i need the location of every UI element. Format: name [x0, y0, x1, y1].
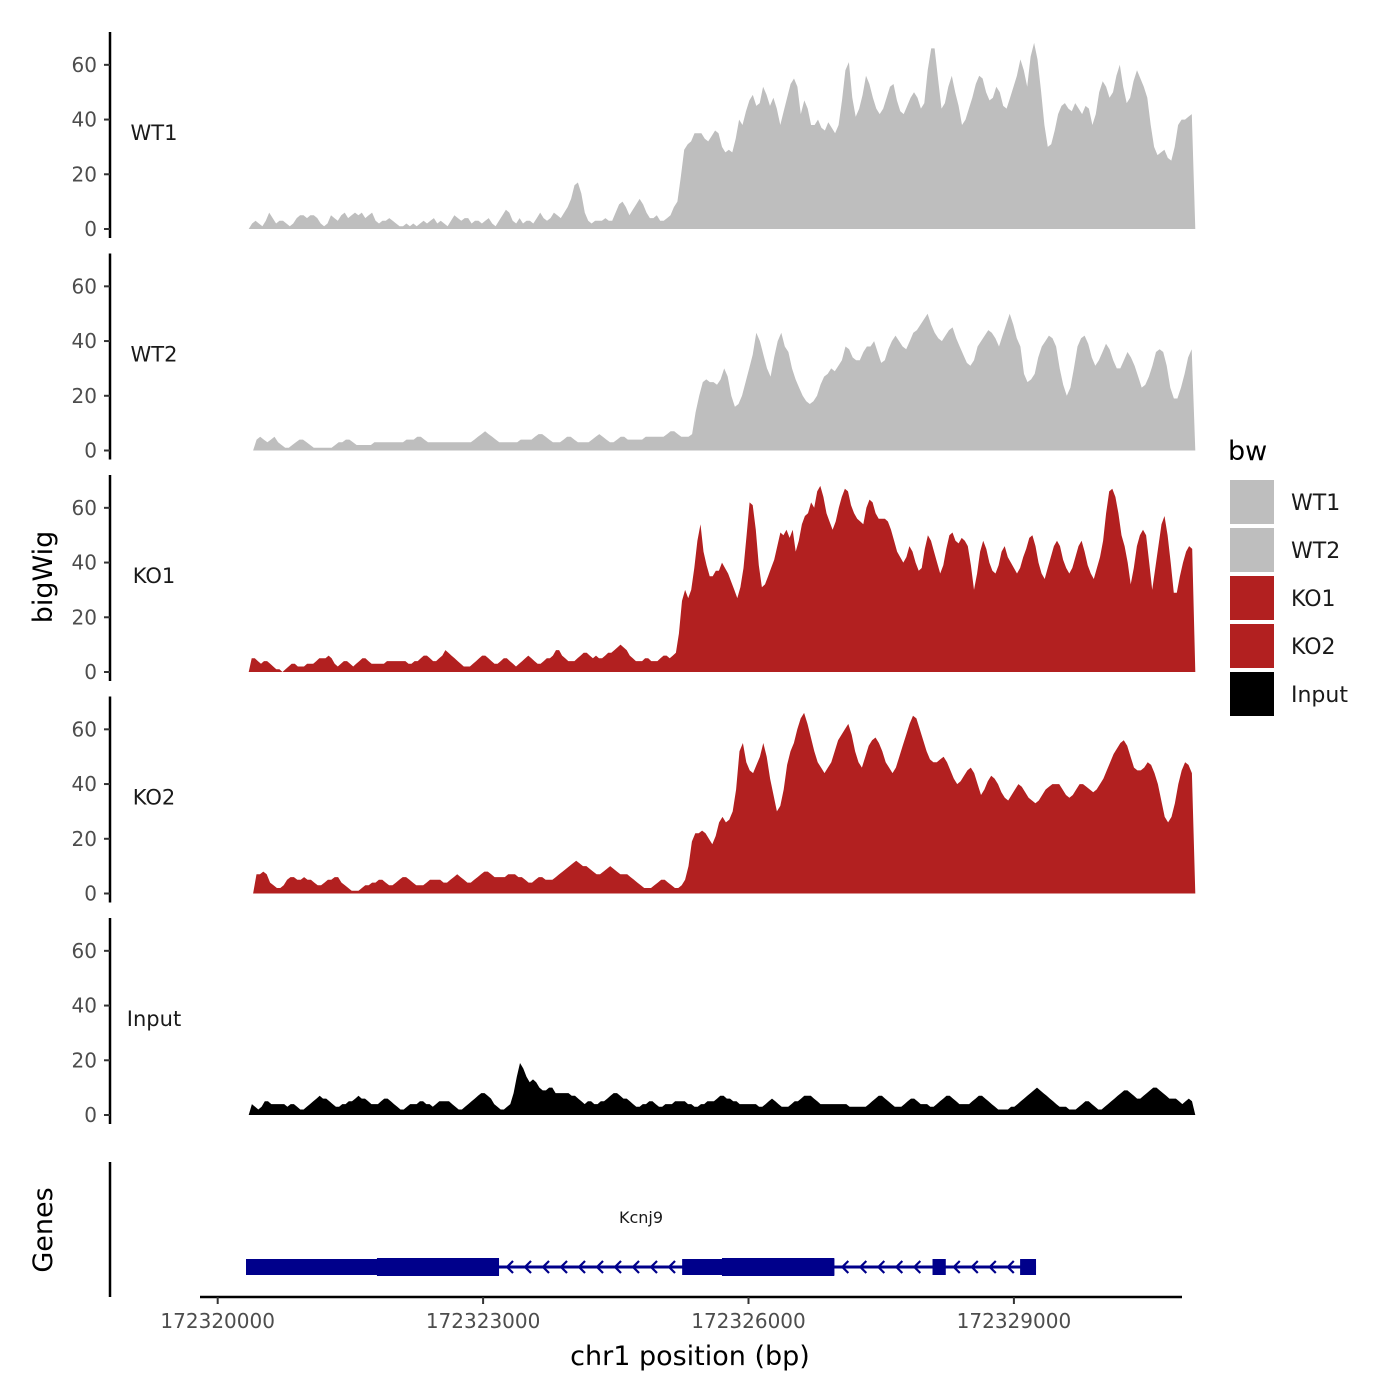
strand-arrow — [523, 1260, 532, 1274]
y-tick-label: 0 — [84, 660, 97, 684]
panel-wt2: 0 20 40 60 WT2 — [72, 253, 1196, 463]
strand-arrow — [649, 1260, 658, 1274]
panel-wt1: 0 20 40 60 WT1 — [72, 32, 1196, 241]
x-tick-label: 172323000 — [426, 1309, 541, 1333]
strand-arrow — [577, 1260, 586, 1274]
panel-input: 0 20 40 60 Input — [72, 918, 1196, 1127]
y-axis-title: bigWig — [28, 531, 59, 624]
legend-key-ko2 — [1230, 624, 1274, 668]
gene-exon — [1020, 1259, 1037, 1275]
y-tick-label: 60 — [72, 496, 97, 520]
strand-arrow — [667, 1260, 676, 1274]
y-tick-label: 40 — [72, 772, 97, 796]
y-tick-label: 40 — [72, 329, 97, 353]
gene-cds — [721, 1258, 835, 1276]
strand-arrow — [988, 1260, 997, 1274]
panel-ko2: 0 20 40 60 KO2 — [72, 696, 1196, 906]
strand-arrow — [559, 1260, 568, 1274]
legend-key-wt2 — [1230, 528, 1274, 572]
area-wt2 — [253, 313, 1196, 451]
area-ko2 — [253, 712, 1196, 894]
track-label: WT2 — [131, 343, 178, 367]
area-wt1 — [248, 42, 1196, 230]
y-tick-label: 20 — [72, 384, 97, 408]
strand-arrow — [631, 1260, 640, 1274]
y-tick-label: 0 — [84, 439, 97, 463]
y-tick-label: 0 — [84, 217, 97, 241]
strand-arrow — [952, 1260, 961, 1274]
track-label: KO2 — [133, 786, 176, 810]
legend-title: bw — [1228, 436, 1267, 467]
gene-kcnj9: Kcnj9 — [246, 1208, 1037, 1276]
area-ko1 — [248, 485, 1196, 672]
x-tick-label: 172329000 — [957, 1309, 1072, 1333]
y-tick-label: 20 — [72, 1048, 97, 1072]
y-tick-label: 20 — [72, 605, 97, 629]
strand-arrow — [541, 1260, 550, 1274]
y-tick-label: 60 — [72, 53, 97, 77]
legend-label-wt2: WT2 — [1291, 539, 1340, 564]
strand-arrow — [613, 1260, 622, 1274]
strand-arrow — [595, 1260, 604, 1274]
strand-arrow — [876, 1260, 886, 1274]
x-axis-title: chr1 position (bp) — [570, 1341, 810, 1372]
y-tick-label: 60 — [72, 717, 97, 741]
y-tick-label: 20 — [72, 162, 97, 186]
strand-arrow — [840, 1260, 850, 1274]
strand-arrow — [858, 1260, 868, 1274]
gene-cds — [376, 1258, 500, 1276]
genes-axis-title: Genes — [28, 1187, 59, 1272]
track-panels: 0 20 40 60 WT1 0 20 40 60 WT2 0 20 40 60 KO1 0 20 40 60 KO2… — [72, 32, 1196, 1127]
y-tick-label: 0 — [84, 882, 97, 906]
legend: bw WT1 WT2 KO1 KO2 Input — [1228, 436, 1348, 716]
legend-key-wt1 — [1230, 480, 1274, 524]
legend-label-ko2: KO2 — [1291, 635, 1336, 660]
y-tick-label: 40 — [72, 108, 97, 132]
strand-arrow — [505, 1260, 514, 1274]
gene-track: Kcnj9 — [108, 1162, 1037, 1297]
legend-label-wt1: WT1 — [1291, 491, 1340, 516]
track-label: Input — [127, 1007, 181, 1031]
gene-exon — [932, 1259, 946, 1275]
x-axis: 172320000 172323000 172326000 172329000 — [160, 1295, 1182, 1333]
area-input — [248, 1063, 1196, 1115]
legend-key-input — [1230, 672, 1274, 716]
panel-ko1: 0 20 40 60 KO1 — [72, 475, 1196, 684]
y-tick-label: 40 — [72, 551, 97, 575]
x-tick-label: 172320000 — [160, 1309, 275, 1333]
legend-key-ko1 — [1230, 576, 1274, 620]
y-tick-label: 20 — [72, 827, 97, 851]
y-tick-label: 60 — [72, 939, 97, 963]
gene-label: Kcnj9 — [619, 1208, 663, 1227]
track-label: WT1 — [131, 121, 178, 145]
strand-arrow — [1006, 1260, 1015, 1274]
strand-arrow — [894, 1260, 904, 1274]
y-tick-label: 0 — [84, 1103, 97, 1127]
strand-arrow — [970, 1260, 979, 1274]
y-tick-label: 60 — [72, 274, 97, 298]
strand-arrow — [912, 1260, 922, 1274]
x-tick-label: 172326000 — [691, 1309, 806, 1333]
legend-label-input: Input — [1291, 683, 1348, 708]
y-tick-label: 40 — [72, 994, 97, 1018]
legend-label-ko1: KO1 — [1291, 587, 1336, 612]
track-label: KO1 — [133, 564, 176, 588]
